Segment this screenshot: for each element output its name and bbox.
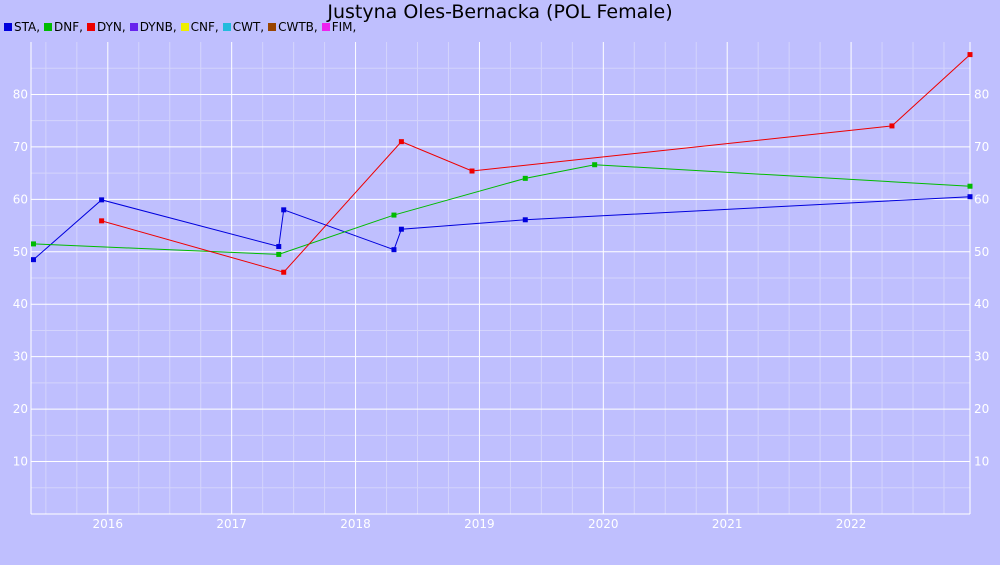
legend-swatch: [4, 23, 12, 31]
data-point-dnf: [391, 212, 397, 218]
chart-title: Justyna Oles-Bernacka (POL Female): [327, 1, 673, 23]
x-tick-label: 2018: [340, 517, 371, 531]
y-tick-label-left: 80: [13, 87, 28, 101]
data-point-dnf: [522, 175, 528, 181]
data-point-sta: [967, 194, 973, 200]
x-tick-label: 2022: [836, 517, 867, 531]
series-line-sta: [33, 196, 971, 261]
y-tick-label-right: 50: [974, 245, 989, 259]
series-line-dyn: [101, 54, 971, 273]
legend-item: CNF,: [180, 20, 219, 34]
data-point-dyn: [469, 168, 475, 174]
legend-swatch: [129, 23, 138, 31]
y-tick-label-right: 70: [974, 140, 989, 154]
legend-swatch: [321, 23, 330, 31]
legend-swatch: [222, 23, 231, 31]
data-point-dyn: [967, 52, 973, 58]
legend-label: FIM,: [331, 20, 357, 34]
y-tick-label-left: 50: [13, 245, 28, 259]
y-tick-label-left: 40: [13, 297, 28, 311]
data-point-sta: [522, 217, 528, 223]
data-point-sta: [281, 207, 287, 213]
x-tick-label: 2016: [93, 517, 124, 531]
data-point-dyn: [398, 139, 404, 145]
data-point-sta: [30, 257, 36, 263]
y-tick-label-left: 20: [13, 402, 28, 416]
y-tick-label-left: 60: [13, 192, 28, 206]
y-tick-label-left: 30: [13, 350, 28, 364]
legend-swatch: [86, 23, 95, 31]
legend-item: DNF,: [44, 20, 83, 34]
x-tick-label: 2020: [588, 517, 619, 531]
x-tick-label: 2017: [216, 517, 247, 531]
legend-item: CWTB,: [268, 20, 318, 34]
series-line-dnf: [33, 164, 971, 255]
legend-swatch: [180, 23, 189, 31]
data-point-dyn: [889, 123, 895, 129]
legend-label: DNF,: [54, 20, 83, 34]
data-point-dnf: [30, 241, 36, 247]
legend-swatch: [268, 23, 277, 31]
legend-label: CWT,: [232, 20, 265, 34]
data-point-dnf: [592, 162, 598, 168]
legend-label: DYNB,: [139, 20, 177, 34]
legend-item: DYNB,: [129, 20, 177, 34]
y-tick-label-right: 80: [974, 87, 989, 101]
data-point-dnf: [276, 251, 282, 257]
data-point-sta: [398, 226, 404, 232]
y-tick-label-left: 70: [13, 140, 28, 154]
legend-label: STA,: [14, 20, 41, 34]
data-point-sta: [99, 197, 105, 203]
x-tick-label: 2021: [712, 517, 743, 531]
y-tick-label-right: 30: [974, 350, 989, 364]
x-tick-label: 2019: [464, 517, 495, 531]
chart-legend: STA, DNF, DYN, DYNB, CNF, CWT, CWTB, FIM,: [4, 20, 360, 36]
y-tick-label-right: 10: [974, 455, 989, 469]
data-point-dyn: [99, 218, 105, 224]
data-point-dyn: [281, 269, 287, 275]
legend-swatch: [44, 23, 53, 31]
legend-label: DYN,: [96, 20, 126, 34]
legend-item: CWT,: [222, 20, 265, 34]
data-point-sta: [391, 247, 397, 253]
data-point-dnf: [967, 183, 973, 189]
y-tick-label-right: 40: [974, 297, 989, 311]
legend-item: FIM,: [321, 20, 357, 34]
data-point-sta: [276, 244, 282, 250]
legend-label: CWTB,: [278, 20, 318, 34]
y-tick-label-right: 60: [974, 192, 989, 206]
y-tick-label-right: 20: [974, 402, 989, 416]
legend-item: DYN,: [86, 20, 126, 34]
legend-label: CNF,: [190, 20, 219, 34]
legend-item: STA,: [4, 20, 40, 34]
y-tick-label-left: 10: [13, 455, 28, 469]
